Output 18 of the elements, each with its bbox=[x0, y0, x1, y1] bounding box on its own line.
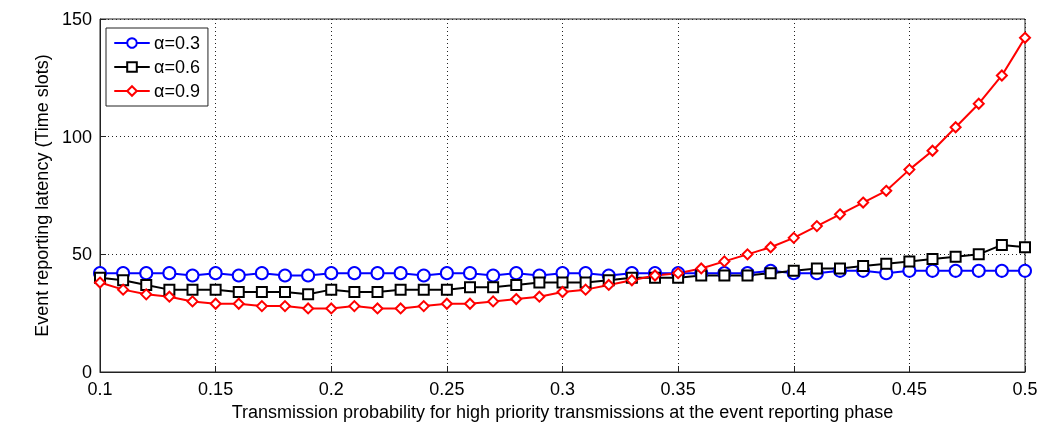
x-tick-label: 0.45 bbox=[891, 379, 927, 399]
y-tick-label: 50 bbox=[71, 244, 92, 265]
x-axis-title: Transmission probability for high priority transmissions at the event reporting phase bbox=[231, 401, 894, 422]
x-tick-label: 0.2 bbox=[318, 379, 344, 399]
legend-label: α=0.6 bbox=[154, 57, 200, 77]
x-tick-label: 0.25 bbox=[429, 379, 465, 399]
x-tick-label: 0.4 bbox=[781, 379, 807, 399]
y-tick-label: 150 bbox=[61, 9, 92, 29]
y-tick-label: 100 bbox=[61, 126, 92, 147]
y-tick-label: 0 bbox=[81, 362, 92, 382]
legend-label: α=0.9 bbox=[154, 81, 200, 101]
y-axis-title: Event reporting latency (Time slots) bbox=[32, 54, 53, 337]
x-tick-label: 0.35 bbox=[660, 379, 696, 399]
legend-label: α=0.3 bbox=[154, 33, 200, 53]
x-tick-label: 0.3 bbox=[549, 379, 576, 399]
x-tick-label: 0.5 bbox=[1012, 379, 1038, 399]
x-tick-label: 0.1 bbox=[87, 379, 113, 399]
x-tick-label: 0.15 bbox=[198, 379, 234, 399]
